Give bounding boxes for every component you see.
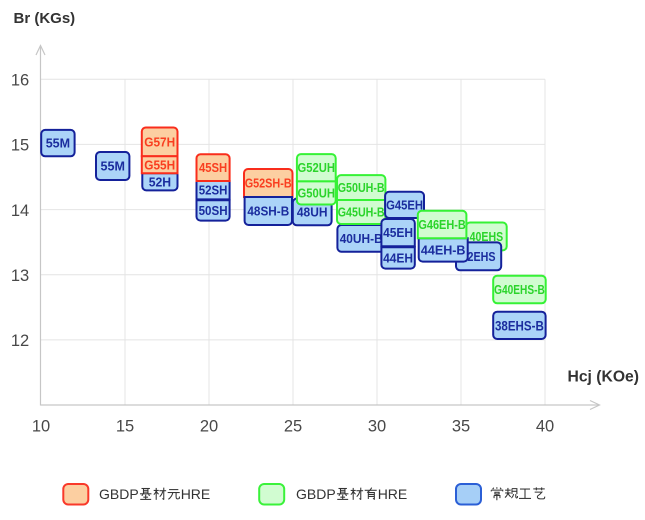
svg-text:15: 15 — [11, 137, 29, 155]
svg-text:44EH-B: 44EH-B — [421, 243, 466, 257]
svg-text:44EH: 44EH — [383, 251, 413, 265]
svg-text:50SH: 50SH — [199, 204, 228, 218]
svg-text:G45EH: G45EH — [386, 198, 423, 212]
svg-text:13: 13 — [11, 267, 29, 285]
svg-text:G55H: G55H — [144, 158, 175, 172]
svg-text:45EH: 45EH — [383, 226, 413, 240]
svg-text:15: 15 — [116, 418, 134, 436]
svg-text:25: 25 — [284, 418, 302, 436]
svg-text:42EHS: 42EHS — [462, 250, 496, 264]
svg-text:10: 10 — [32, 418, 50, 436]
svg-text:55M: 55M — [101, 160, 125, 174]
svg-text:14: 14 — [11, 202, 29, 220]
svg-text:12: 12 — [11, 332, 29, 350]
svg-text:48UH: 48UH — [297, 205, 328, 219]
svg-text:Br (KGs): Br (KGs) — [14, 10, 76, 27]
svg-text:G45UH-B: G45UH-B — [338, 206, 385, 220]
svg-text:GBDP: GBDP — [296, 486, 336, 502]
svg-text:40UH-B: 40UH-B — [340, 232, 383, 246]
svg-text:G50UH: G50UH — [298, 186, 336, 200]
svg-text:GBDP: GBDP — [99, 486, 139, 502]
svg-text:G57H: G57H — [144, 135, 175, 149]
svg-text:16: 16 — [11, 72, 29, 90]
svg-text:55M: 55M — [46, 137, 70, 151]
svg-text:52H: 52H — [149, 175, 171, 189]
svg-text:40EHS: 40EHS — [470, 230, 504, 244]
svg-text:35: 35 — [452, 418, 470, 436]
svg-text:48SH-B: 48SH-B — [247, 205, 289, 219]
svg-text:45SH: 45SH — [199, 161, 227, 175]
svg-text:HRE: HRE — [378, 486, 408, 502]
svg-text:G40EHS-B: G40EHS-B — [494, 283, 545, 297]
svg-text:52SH: 52SH — [199, 184, 228, 198]
svg-text:HRE: HRE — [181, 486, 211, 502]
svg-text:30: 30 — [368, 418, 386, 436]
svg-text:40: 40 — [536, 418, 554, 436]
svg-text:20: 20 — [200, 418, 218, 436]
svg-text:G46EH-B: G46EH-B — [418, 218, 466, 232]
svg-text:G52UH: G52UH — [298, 161, 336, 175]
svg-text:G52SH-B: G52SH-B — [245, 177, 292, 191]
svg-text:38EHS-B: 38EHS-B — [495, 318, 544, 333]
svg-text:Hcj (KOe): Hcj (KOe) — [568, 369, 639, 386]
svg-text:G50UH-B: G50UH-B — [338, 181, 385, 195]
